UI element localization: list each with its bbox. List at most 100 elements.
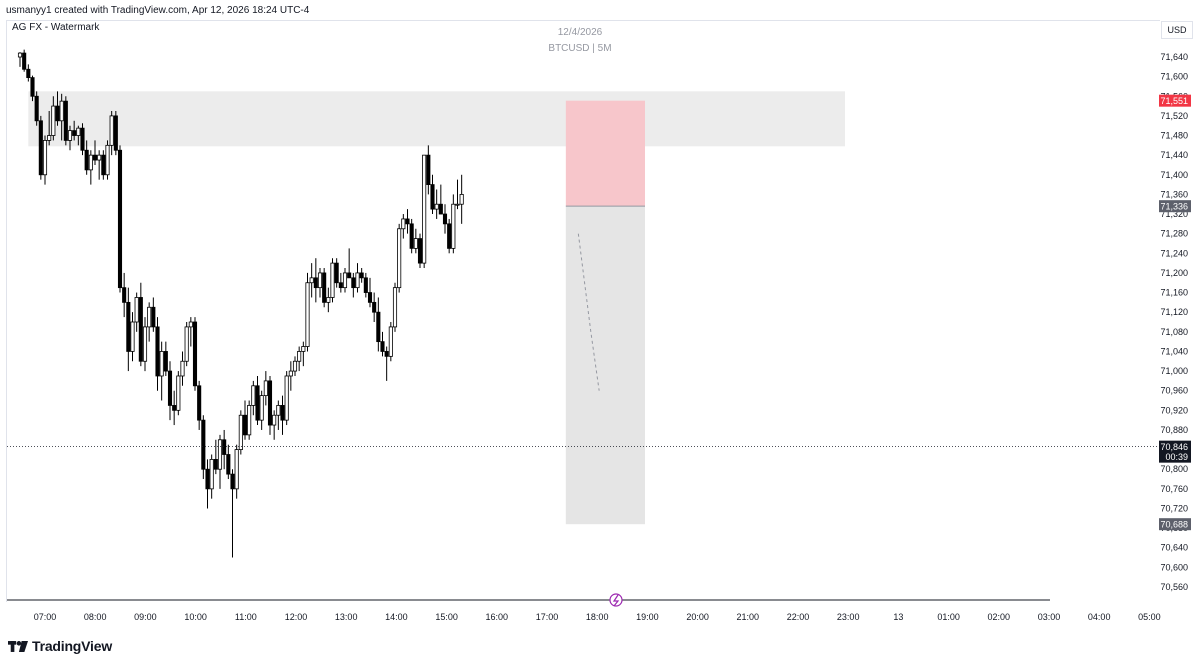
candle-body bbox=[155, 326, 160, 377]
price-label-target[interactable]: 70,688 bbox=[1159, 518, 1191, 531]
candle bbox=[317, 268, 323, 298]
candle bbox=[234, 444, 239, 499]
candle bbox=[363, 272, 368, 298]
candle bbox=[59, 93, 64, 141]
candle bbox=[434, 189, 439, 219]
candle bbox=[117, 145, 123, 293]
candle-body bbox=[263, 380, 268, 397]
legend-title[interactable]: AG FX - Watermark bbox=[12, 22, 100, 33]
position-stop-zone[interactable] bbox=[565, 100, 645, 207]
price-axis-label: 70,560 bbox=[1160, 582, 1188, 592]
candle bbox=[447, 218, 452, 254]
price-axis-label: 71,360 bbox=[1160, 189, 1188, 199]
time-axis-label: 11:00 bbox=[235, 612, 257, 622]
price-label-bg bbox=[1159, 200, 1191, 213]
candle bbox=[147, 302, 152, 342]
candle bbox=[247, 400, 252, 440]
candle-body bbox=[422, 154, 427, 264]
candle-body bbox=[322, 272, 327, 303]
candle-body bbox=[397, 228, 402, 289]
time-axis-label: 07:00 bbox=[34, 612, 57, 622]
candle bbox=[55, 91, 60, 126]
candle-body bbox=[417, 238, 423, 264]
candle-body bbox=[255, 385, 260, 421]
candle-body bbox=[409, 223, 414, 249]
candle-body bbox=[180, 360, 185, 377]
price-axis-label: 71,280 bbox=[1160, 229, 1188, 239]
price-axis-label: 70,640 bbox=[1160, 543, 1188, 553]
candle bbox=[101, 150, 106, 180]
candle bbox=[163, 341, 168, 376]
time-axis-label: 20:00 bbox=[686, 612, 709, 622]
candle bbox=[422, 154, 427, 269]
candle-body bbox=[130, 321, 135, 352]
event-icon-circle bbox=[609, 593, 623, 607]
candle-body bbox=[267, 380, 273, 426]
price-chart[interactable]: 71,64071,60071,56071,52071,48071,44071,4… bbox=[0, 0, 1200, 630]
candle-body bbox=[230, 473, 235, 490]
price-label-stop[interactable]: 71,551 bbox=[1159, 94, 1191, 107]
candle bbox=[188, 317, 193, 347]
candle bbox=[213, 439, 218, 475]
candle-body bbox=[38, 120, 43, 176]
candle-body bbox=[288, 370, 293, 377]
candle bbox=[67, 125, 73, 151]
candle bbox=[184, 322, 189, 367]
time-axis-label: 08:00 bbox=[84, 612, 107, 622]
candle bbox=[34, 91, 39, 126]
candle-body bbox=[122, 287, 127, 303]
candle-body bbox=[142, 326, 148, 362]
candle-body bbox=[97, 154, 102, 161]
candle-body bbox=[401, 218, 406, 230]
currency-button[interactable]: USD bbox=[1161, 21, 1193, 39]
event-lightning-icon[interactable] bbox=[609, 593, 623, 607]
candle bbox=[342, 268, 348, 293]
candle-body bbox=[455, 203, 460, 206]
candle bbox=[205, 459, 210, 509]
price-label-value: 71,336 bbox=[1160, 202, 1188, 212]
candle-body bbox=[51, 105, 56, 136]
price-axis-label: 71,520 bbox=[1160, 111, 1188, 121]
time-axis-label: 19:00 bbox=[636, 612, 659, 622]
position-projection-line bbox=[577, 233, 600, 391]
candle-body bbox=[284, 375, 289, 421]
candle bbox=[180, 351, 185, 386]
candle-body bbox=[380, 341, 385, 352]
candle-body bbox=[355, 272, 360, 289]
time-axis-label: 17:00 bbox=[536, 612, 559, 622]
candle bbox=[372, 292, 377, 322]
candle bbox=[417, 233, 423, 269]
candle bbox=[151, 297, 156, 332]
time-axis-label: 15:00 bbox=[435, 612, 458, 622]
supply-zone-rect[interactable] bbox=[28, 91, 846, 147]
candle-body bbox=[147, 306, 152, 328]
candle bbox=[401, 214, 406, 239]
candle-body bbox=[47, 135, 52, 141]
candle-body bbox=[338, 282, 343, 289]
watermark-date: 12/4/2026 bbox=[557, 27, 603, 38]
candle bbox=[384, 346, 389, 381]
price-label-value: 70,688 bbox=[1160, 520, 1188, 530]
time-axis-label: 22:00 bbox=[787, 612, 810, 622]
candle bbox=[263, 371, 268, 406]
candle-body bbox=[209, 459, 214, 490]
candle bbox=[284, 371, 289, 426]
candle-body bbox=[359, 272, 364, 279]
candle-body bbox=[426, 154, 431, 185]
candle bbox=[134, 292, 139, 332]
candle-body bbox=[138, 297, 143, 362]
candle bbox=[92, 140, 98, 165]
candle bbox=[217, 434, 223, 489]
position-target-zone[interactable] bbox=[565, 206, 645, 525]
candle-body bbox=[292, 360, 298, 372]
tradingview-logo[interactable]: TradingView bbox=[8, 638, 112, 654]
candle bbox=[84, 140, 89, 175]
price-axis-label: 71,480 bbox=[1160, 131, 1188, 141]
price-label-entry[interactable]: 71,336 bbox=[1159, 200, 1191, 213]
price-label-countdown: 00:39 bbox=[1165, 452, 1188, 462]
candle-body bbox=[451, 203, 456, 249]
price-axis-label: 71,040 bbox=[1160, 346, 1188, 356]
candle bbox=[426, 145, 431, 195]
candle-body bbox=[376, 311, 381, 343]
